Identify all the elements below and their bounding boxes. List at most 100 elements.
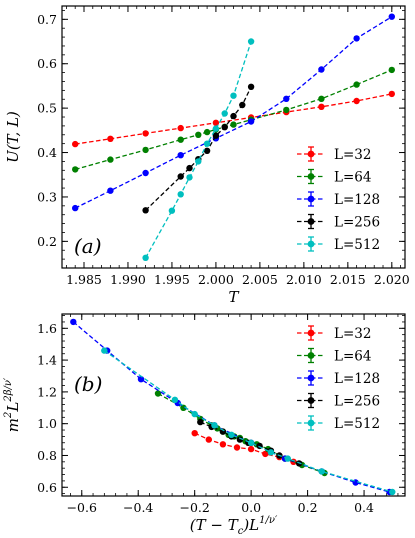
panel-b-series-l-32: [191, 430, 297, 465]
panel-b-data-point: [191, 430, 198, 437]
panel-a-legend-label: L=256: [334, 215, 380, 231]
panel-b-data-point: [219, 428, 227, 435]
panel-b-series-line: [103, 350, 393, 493]
panel-b-data-point: [205, 436, 212, 443]
panel-a-series-line: [145, 86, 252, 211]
panel-b-legend-label: L=256: [334, 394, 380, 410]
panel-b-y-tick-label: 0.8: [37, 448, 57, 463]
panel-b-y-tick-label: 0.6: [37, 480, 57, 495]
panel-a-legend-label: L=32: [334, 147, 371, 163]
panel-a-data-point: [177, 136, 184, 143]
panel-a-data-point: [72, 204, 79, 212]
panel-a-x-tick-label: 2.010: [286, 272, 322, 287]
panel-a-x-tick-label: 2.020: [374, 272, 410, 287]
panel-b-chart: −0.6 −0.4 −0.2 0.0 0.2 0.4 0.6 0.8 1.0 1.2 1.4 1.6 (…: [3, 313, 406, 537]
panel-b-data-point: [180, 404, 187, 411]
panel-a-data-point: [388, 66, 395, 74]
panel-b-data-point: [171, 396, 179, 403]
panel-a-series-line: [145, 41, 252, 259]
panel-a-legend: L=32 L=64 L=128 L=256 L=512: [297, 146, 380, 253]
panel-a-y-tick-label: 0.5: [37, 101, 57, 116]
panel-a-data-point: [353, 81, 360, 88]
panel-a-data-point: [195, 158, 202, 165]
panel-a-data-point: [142, 130, 149, 137]
panel-a-data-point: [203, 147, 211, 154]
panel-a-data-point: [247, 38, 255, 45]
panel-a-data-point: [230, 121, 237, 128]
panel-a-data-point: [388, 90, 395, 98]
panel-b-legend-label: L=32: [334, 326, 371, 342]
panel-b-legend-marker: [307, 329, 315, 337]
panel-a-x-tick-label: 2.005: [242, 272, 278, 287]
panel-a-data-point: [142, 146, 149, 154]
panel-b-x-tick-label: −0.6: [67, 500, 97, 515]
panel-b-legend-label: L=128: [334, 371, 380, 387]
panel-b-series-line: [200, 421, 300, 465]
panel-a-data-point: [318, 95, 325, 103]
panel-a-data-point: [186, 174, 193, 181]
panel-a-data-point: [72, 166, 79, 173]
panel-a-x-tick-label: 2.000: [198, 272, 234, 287]
panel-a-data-point: [230, 112, 237, 120]
panel-a-data-point: [168, 207, 176, 214]
panel-b-series-line: [157, 392, 325, 474]
panel-b-series-l-512: [101, 347, 396, 496]
panel-b-x-axis-label: (T − Tc)L1/ν′: [190, 515, 278, 537]
panel-b-y-tick-label: 1.4: [37, 353, 57, 368]
panel-a-y-tick-label: 0.3: [37, 189, 57, 204]
panel-a-data-point: [230, 92, 237, 99]
panel-a-data-point: [283, 95, 290, 103]
panel-a-y-tick-label: 0.6: [37, 56, 57, 71]
panel-a-data-point: [195, 131, 202, 138]
panel-a-data-point: [107, 156, 114, 163]
panel-a-data-point: [107, 187, 114, 194]
panel-b-data-point: [267, 449, 275, 456]
panel-b-panel-label: (b): [74, 372, 102, 396]
panel-a-data-point: [186, 164, 193, 172]
panel-b-x-tick-label: 0.0: [241, 500, 261, 515]
panel-a-data-point: [318, 103, 325, 111]
panel-b-legend-marker: [307, 352, 315, 359]
panel-a-y-tick-label: 0.2: [37, 234, 57, 249]
panel-a-y-tick-label: 0.7: [37, 12, 57, 27]
panel-a-y-axis-label: U(T, L): [4, 111, 22, 163]
panel-b-y-axis-label: m2L2β/ν′: [3, 377, 22, 432]
panel-b-legend-marker: [307, 374, 315, 382]
panel-a-y-tick-label: 0.4: [37, 145, 57, 160]
panel-b-y-tick-label: 1.6: [37, 321, 57, 336]
panel-a-data-point: [221, 110, 228, 117]
panel-b-data-point: [154, 390, 162, 397]
panel-a-data-point: [72, 140, 79, 148]
panel-b-data-point: [70, 318, 77, 326]
panel-a-data-point: [177, 152, 184, 159]
panel-a-x-tick-label: 1.985: [66, 272, 102, 287]
panel-b-data-point: [211, 422, 218, 429]
panel-b-x-tick-label: −0.4: [123, 500, 153, 515]
panel-a-data-point: [247, 118, 255, 125]
panel-a-data-point: [353, 97, 360, 105]
panel-b-data-point: [228, 431, 235, 438]
panel-a-data-point: [239, 101, 246, 109]
panel-a-data-point: [177, 173, 184, 180]
panel-a-data-point: [212, 132, 220, 139]
panel-a-legend-marker: [307, 218, 315, 225]
panel-a-legend-marker: [307, 240, 315, 248]
panel-a-legend-marker: [307, 173, 315, 180]
panel-b-x-tick-label: 0.2: [298, 500, 318, 515]
panel-a-data-point: [142, 207, 149, 214]
panel-b-data-point: [247, 445, 255, 453]
panel-a-series-l-512: [142, 38, 255, 261]
panel-a-data-point: [203, 140, 211, 147]
panel-b-x-tick-label: −0.2: [180, 500, 210, 515]
panel-a-x-tick-label: 1.990: [110, 272, 146, 287]
panel-a-data-point: [283, 106, 290, 114]
panel-a-legend-label: L=128: [334, 192, 380, 208]
panel-b-data-point: [137, 376, 145, 383]
panel-a-data-point: [142, 254, 149, 261]
panel-a-data-point: [177, 191, 184, 198]
panel-b-legend-label: L=64: [334, 349, 371, 365]
panel-b-x-tick-label: 0.4: [354, 500, 374, 515]
panel-a-series-line: [75, 69, 393, 171]
panel-a-data-point: [353, 35, 360, 42]
panel-b-data-point: [191, 410, 198, 418]
